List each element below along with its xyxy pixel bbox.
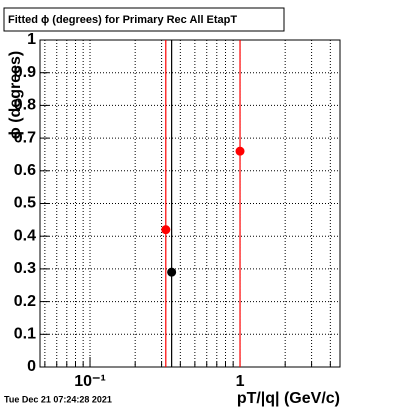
point <box>235 146 245 156</box>
y-tick-label: 0.9 <box>14 64 36 81</box>
y-tick-label: 0.1 <box>14 326 36 343</box>
y-tick-label: 0.4 <box>14 227 36 244</box>
y-tick-label: 0.7 <box>14 129 36 146</box>
y-tick-label: 1 <box>27 31 36 48</box>
x-tick-label: 1 <box>236 373 245 390</box>
y-tick-label: 0.8 <box>14 97 36 114</box>
y-tick-label: 0 <box>27 358 36 375</box>
title-box <box>3 7 285 32</box>
y-axis-label: ϕ (degrees) <box>7 51 24 139</box>
point <box>167 267 177 277</box>
x-axis-label: pT/|q| (GeV/c) <box>237 390 340 407</box>
timestamp: Tue Dec 21 07:24:28 2021 <box>4 394 112 404</box>
x-tick-label: 10⁻¹ <box>74 373 106 390</box>
y-tick-label: 0.5 <box>14 195 36 212</box>
y-tick-label: 0.3 <box>14 260 36 277</box>
y-tick-label: 0.2 <box>14 293 36 310</box>
chart-title: Fitted ϕ (degrees) for Primary Rec All E… <box>8 14 237 26</box>
y-tick-label: 0.6 <box>14 162 36 179</box>
point <box>161 225 171 235</box>
